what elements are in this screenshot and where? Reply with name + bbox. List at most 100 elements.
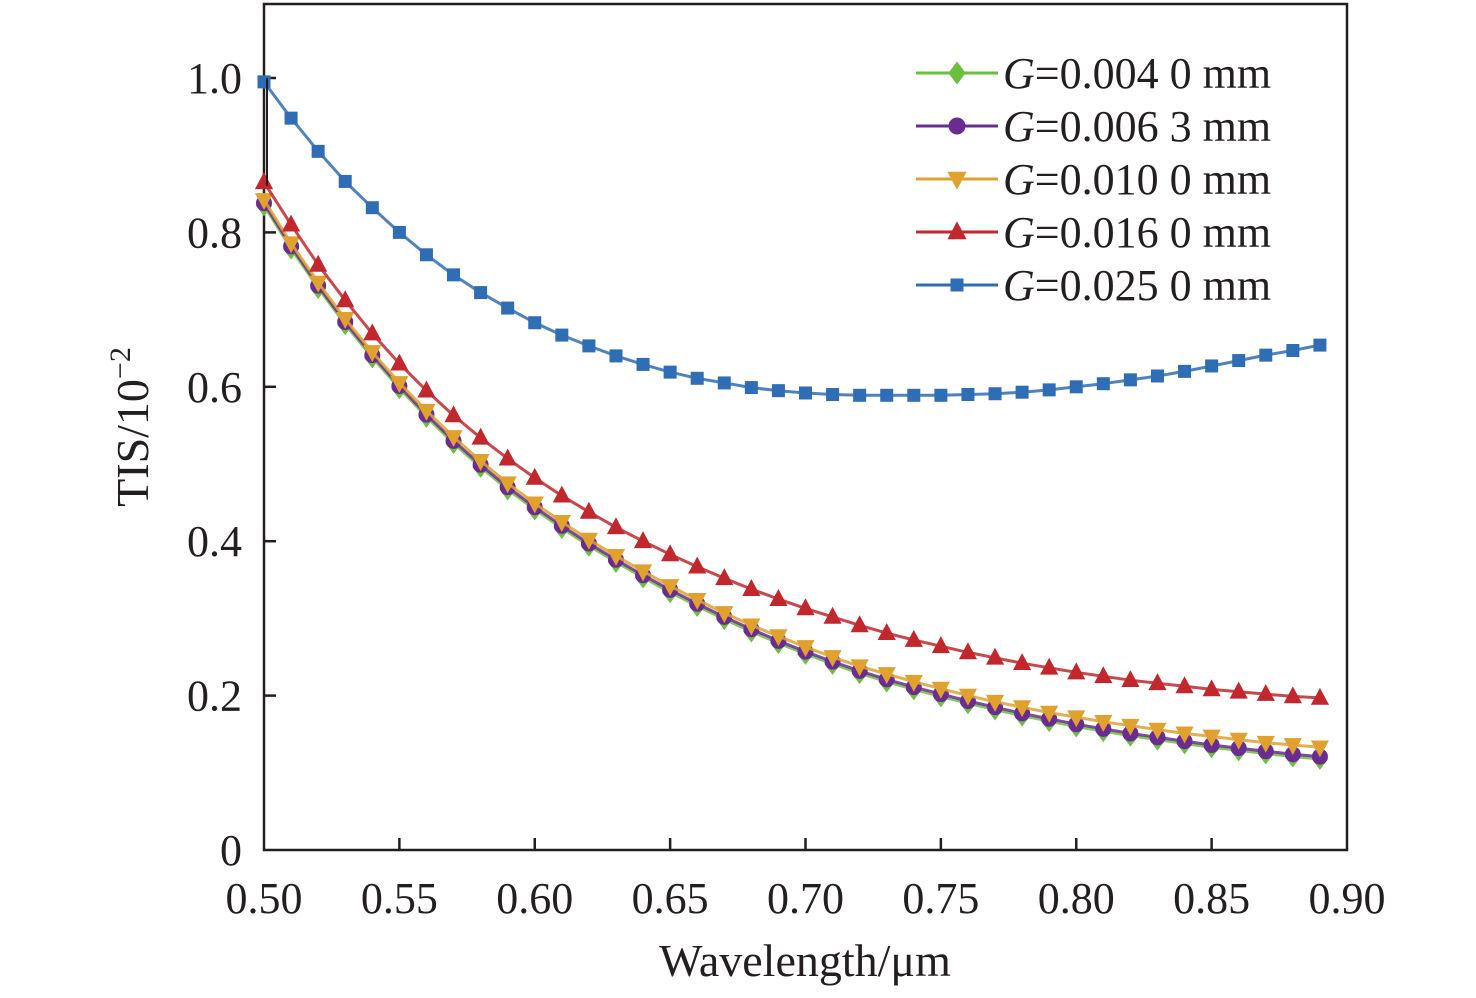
data-point-triangle-down <box>958 688 978 706</box>
x-tick-label: 0.75 <box>902 874 979 923</box>
data-point-square <box>1042 383 1056 397</box>
data-point-triangle-down <box>1040 705 1059 723</box>
data-point-square <box>257 75 271 89</box>
data-point-triangle-down <box>498 476 517 494</box>
data-point-square <box>582 339 596 353</box>
data-point-triangle-up <box>1148 673 1167 691</box>
data-point-triangle-down <box>1148 722 1167 740</box>
data-point-triangle-up <box>661 544 680 562</box>
series-line <box>262 202 1321 759</box>
data-point-square <box>1286 344 1300 358</box>
data-point-triangle-up <box>336 290 355 308</box>
data-point-square <box>1205 359 1219 373</box>
data-point-square <box>501 301 515 315</box>
y-axis-title-exponent: −2 <box>104 347 137 379</box>
data-point-triangle-down <box>525 496 544 514</box>
data-point-square <box>690 371 704 385</box>
data-point-square <box>799 386 812 400</box>
data-point-triangle-up <box>471 427 490 445</box>
legend-label: G=0.004 0 mm <box>1003 49 1271 98</box>
legend-marker-triangle-up <box>947 221 967 240</box>
y-tick-label: 0.6 <box>187 363 242 412</box>
x-tick-label: 0.50 <box>226 874 303 923</box>
data-point-triangle-down <box>1310 740 1330 758</box>
data-point-square <box>1123 373 1137 387</box>
data-point-triangle-down <box>281 236 301 254</box>
data-point-triangle-down <box>363 345 382 363</box>
data-point-square <box>853 388 867 402</box>
data-point-triangle-up <box>1229 681 1248 699</box>
data-point-triangle-up <box>606 517 626 535</box>
data-point-square <box>880 388 894 402</box>
data-point-square <box>365 201 379 215</box>
data-point-triangle-up <box>958 642 978 660</box>
data-point-square <box>826 388 840 402</box>
legend-item: G=0.006 3 mm <box>916 102 1271 151</box>
y-axis-title: TIS/10−2 <box>104 347 158 507</box>
data-point-triangle-up <box>688 556 707 574</box>
data-point-triangle-up <box>1040 657 1059 675</box>
data-point-triangle-up <box>1310 687 1330 705</box>
data-point-triangle-up <box>363 323 382 341</box>
data-point-triangle-up <box>444 405 463 423</box>
data-point-triangle-down <box>1175 726 1194 744</box>
data-point-triangle-up <box>1013 653 1032 671</box>
data-point-triangle-down <box>417 403 436 421</box>
legend-variable: G <box>1003 261 1035 310</box>
data-point-triangle-up <box>796 598 815 616</box>
data-point-triangle-down <box>904 674 923 692</box>
data-point-triangle-up <box>633 531 653 549</box>
legend-label: G=0.010 0 mm <box>1003 155 1271 204</box>
data-point-triangle-down <box>1094 714 1113 732</box>
legend-item: G=0.025 0 mm <box>916 261 1271 310</box>
data-point-triangle-down <box>1283 738 1302 756</box>
legend-value: 0.016 0 mm <box>1060 208 1271 257</box>
data-point-triangle-up <box>281 214 301 232</box>
data-point-square <box>961 388 975 402</box>
data-point-triangle-down <box>552 515 571 532</box>
data-point-triangle-down <box>1067 710 1086 728</box>
series-layer <box>254 75 1330 770</box>
data-point-square <box>447 268 461 282</box>
y-tick-label: 0.8 <box>187 208 242 257</box>
data-point-triangle-up <box>1175 676 1194 694</box>
series-line <box>262 181 1320 700</box>
legend-marker-square <box>950 278 964 292</box>
data-point-square <box>663 365 677 379</box>
legend-equals: = <box>1035 49 1060 98</box>
legend-marker-diamond <box>948 61 966 85</box>
data-point-triangle-up <box>985 647 1005 665</box>
data-point-triangle-down <box>769 629 788 647</box>
x-tick-label: 0.60 <box>496 874 573 923</box>
data-point-triangle-down <box>688 592 707 610</box>
data-point-triangle-up <box>1067 662 1086 680</box>
data-point-square <box>311 144 325 158</box>
series-triangle-up <box>254 172 1330 705</box>
data-point-square <box>771 384 785 398</box>
data-point-triangle-down <box>742 618 761 636</box>
data-point-square <box>1232 354 1246 368</box>
data-point-triangle-down <box>606 548 626 566</box>
data-point-triangle-down <box>931 681 950 699</box>
data-point-triangle-up <box>931 636 950 654</box>
data-point-square <box>284 111 298 125</box>
series-line <box>262 204 1321 761</box>
data-point-triangle-up <box>579 501 598 519</box>
legend-item: G=0.016 0 mm <box>916 208 1271 257</box>
legend-equals: = <box>1035 261 1060 310</box>
y-tick-label: 0.4 <box>187 517 242 566</box>
data-point-triangle-up <box>309 254 328 272</box>
data-point-square <box>1313 338 1327 352</box>
data-point-triangle-down <box>336 311 355 329</box>
data-point-triangle-up <box>525 467 544 485</box>
data-point-triangle-up <box>877 623 896 640</box>
legend-item: G=0.004 0 mm <box>916 49 1271 98</box>
data-point-triangle-down <box>254 193 274 211</box>
data-point-triangle-up <box>850 615 869 633</box>
data-point-triangle-down <box>1121 718 1140 736</box>
data-point-square <box>1150 369 1164 383</box>
data-point-triangle-down <box>444 430 463 448</box>
data-point-triangle-up <box>254 172 274 190</box>
series-triangle-down <box>254 193 1330 758</box>
